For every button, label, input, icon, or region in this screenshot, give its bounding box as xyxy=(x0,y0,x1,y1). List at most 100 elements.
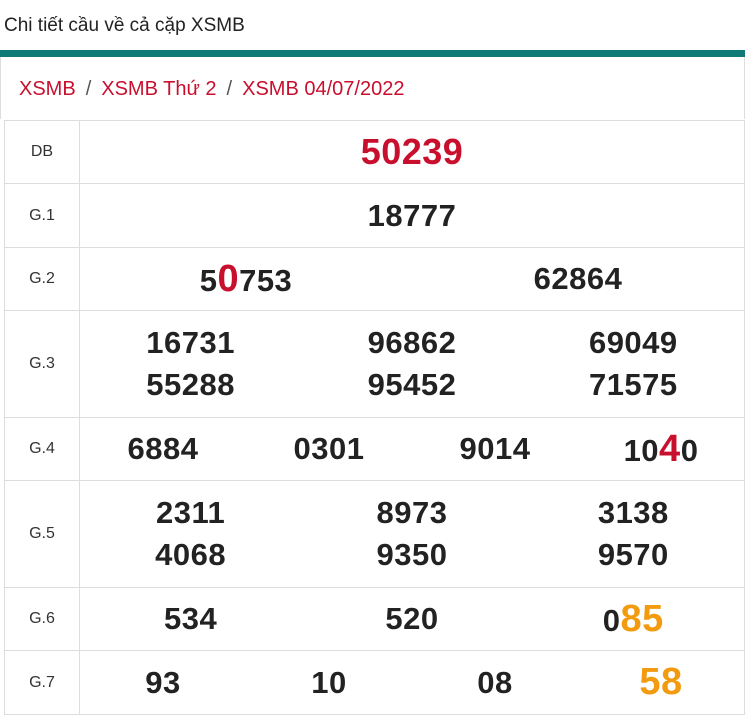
page-title: Chi tiết cầu về cả cặp XSMB xyxy=(4,15,245,36)
number-digits: 18777 xyxy=(367,197,457,233)
prize-label: G.7 xyxy=(4,650,80,715)
prize-number: 58 xyxy=(639,661,682,704)
prize-row: G.3 16731 96862 69049 55288 95452 71575 xyxy=(4,310,745,418)
prize-number: 9570 xyxy=(598,537,669,573)
number-digits: 5 xyxy=(199,262,218,298)
prize-row: G.7 93 10 08 58 xyxy=(4,650,745,715)
number-digits: 10 xyxy=(623,432,660,468)
number-digits: 6884 xyxy=(127,431,199,466)
prize-values: 16731 96862 69049 55288 95452 71575 xyxy=(79,310,745,418)
number-digits: 0301 xyxy=(293,431,365,466)
prize-number-grid: 50239 xyxy=(80,123,744,182)
prize-label: G.4 xyxy=(4,417,80,481)
highlight-digit: 58 xyxy=(639,661,683,703)
breadcrumb-separator: / xyxy=(226,78,233,100)
highlight-digit: 0 xyxy=(217,257,240,300)
prize-number-grid: 18777 xyxy=(80,186,744,246)
prize-label: G.1 xyxy=(4,183,80,248)
prize-number: 4068 xyxy=(155,537,226,573)
prize-number: 71575 xyxy=(589,367,678,403)
prize-number: 50753 xyxy=(200,258,293,301)
prize-row: G.5 2311 8973 3138 4068 9350 9570 xyxy=(4,480,745,588)
prize-row: G.6 534 520 085 xyxy=(4,587,745,651)
prize-values: 93 10 08 58 xyxy=(79,650,745,715)
prize-row: G.2 50753 62864 xyxy=(4,247,745,311)
prize-number: 085 xyxy=(603,598,664,641)
breadcrumb-link-weekday[interactable]: XSMB Thứ 2 xyxy=(101,78,217,100)
prize-number: 08 xyxy=(477,665,512,701)
prize-number: 96862 xyxy=(368,325,457,361)
number-digits: 9350 xyxy=(376,537,448,572)
prize-row: G.4 6884 0301 9014 1040 xyxy=(4,417,745,481)
prize-number: 55288 xyxy=(146,367,235,403)
prize-label: DB xyxy=(4,120,80,184)
prize-values: 50753 62864 xyxy=(79,247,745,311)
prize-number: 18777 xyxy=(368,198,457,234)
prize-number: 93 xyxy=(145,665,180,701)
prize-number: 50239 xyxy=(361,131,464,173)
prize-number: 3138 xyxy=(598,495,669,531)
prize-number: 16731 xyxy=(146,325,235,361)
prize-row: G.1 18777 xyxy=(4,183,745,248)
number-digits: 4068 xyxy=(155,537,227,572)
number-digits: 95452 xyxy=(367,367,457,402)
results-table: DB 50239 G.1 18777 G.2 50753 62864 G.3 16731 9686… xyxy=(4,120,745,715)
breadcrumb-link-date[interactable]: XSMB 04/07/2022 xyxy=(242,78,405,100)
prize-number: 8973 xyxy=(377,495,448,531)
number-digits: 8973 xyxy=(376,495,448,530)
number-digits: 08 xyxy=(477,664,513,700)
prize-number-grid: 50753 62864 xyxy=(80,250,744,309)
prize-values: 18777 xyxy=(79,183,745,248)
highlight-digit: 85 xyxy=(620,597,664,640)
prize-number: 0301 xyxy=(294,431,365,467)
number-digits: 520 xyxy=(385,601,439,636)
breadcrumb-separator: / xyxy=(85,78,92,100)
number-digits: 9570 xyxy=(597,537,669,572)
prize-number: 95452 xyxy=(368,367,457,403)
prize-label: G.3 xyxy=(4,310,80,418)
prize-number: 9014 xyxy=(460,431,531,467)
prize-number: 62864 xyxy=(534,261,623,297)
number-digits: 69049 xyxy=(588,325,678,360)
prize-number-grid: 16731 96862 69049 55288 95452 71575 xyxy=(80,313,744,416)
prize-number-grid: 2311 8973 3138 4068 9350 9570 xyxy=(80,483,744,586)
number-digits: 9014 xyxy=(459,431,531,466)
prize-number-grid: 534 520 085 xyxy=(80,590,744,649)
prize-values: 6884 0301 9014 1040 xyxy=(79,417,745,481)
breadcrumb: XSMB / XSMB Thứ 2 / XSMB 04/07/2022 xyxy=(0,57,745,119)
prize-values: 534 520 085 xyxy=(79,587,745,651)
prize-row: DB 50239 xyxy=(4,120,745,184)
number-digits: 96862 xyxy=(367,325,457,360)
number-digits: 0 xyxy=(602,602,621,638)
number-digits: 71575 xyxy=(588,367,678,402)
prize-number: 520 xyxy=(385,601,438,637)
prize-values: 50239 xyxy=(79,120,745,184)
prize-values: 2311 8973 3138 4068 9350 9570 xyxy=(79,480,745,588)
number-digits: 3138 xyxy=(597,495,669,530)
prize-label: G.5 xyxy=(4,480,80,588)
breadcrumb-link-xsmb[interactable]: XSMB xyxy=(19,78,76,100)
number-digits: 753 xyxy=(239,262,293,298)
prize-number: 1040 xyxy=(624,428,699,471)
prize-number: 6884 xyxy=(128,431,199,467)
prize-number: 9350 xyxy=(377,537,448,573)
prize-number: 2311 xyxy=(156,495,225,531)
prize-number: 69049 xyxy=(589,325,678,361)
number-digits: 534 xyxy=(164,601,218,636)
number-digits: 10 xyxy=(311,664,347,700)
prize-number: 10 xyxy=(311,665,346,701)
number-digits: 93 xyxy=(145,664,181,700)
number-digits: 50239 xyxy=(360,131,464,172)
accent-bar xyxy=(0,50,745,57)
number-digits: 62864 xyxy=(533,261,623,296)
highlight-digit: 4 xyxy=(659,427,681,470)
prize-label: G.6 xyxy=(4,587,80,651)
number-digits: 0 xyxy=(680,432,699,468)
prize-label: G.2 xyxy=(4,247,80,311)
number-digits: 16731 xyxy=(146,325,236,360)
prize-number-grid: 6884 0301 9014 1040 xyxy=(80,420,744,479)
number-digits: 2311 xyxy=(156,495,226,530)
number-digits: 55288 xyxy=(146,367,236,402)
prize-number: 534 xyxy=(164,601,217,637)
